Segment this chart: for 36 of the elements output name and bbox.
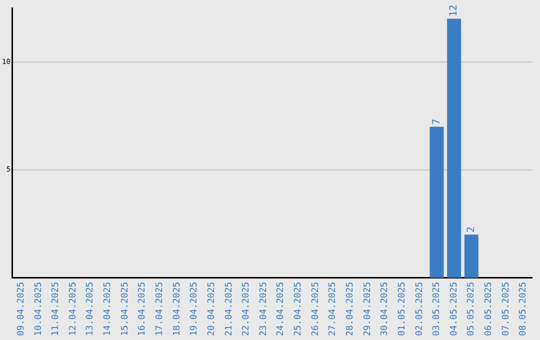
x-tick-label: 26.04.2025 <box>310 282 321 336</box>
x-tick-label: 07.05.2025 <box>501 282 512 336</box>
bar <box>447 18 462 278</box>
x-tick-label: 25.04.2025 <box>294 282 304 336</box>
data-label: 2 <box>466 226 477 233</box>
x-tick-label: 14.04.2025 <box>103 282 114 336</box>
bar <box>464 234 478 278</box>
x-tick-label: 12.04.2025 <box>68 282 78 336</box>
x-tick-label: 03.05.2025 <box>432 282 442 336</box>
x-tick-label: 23.04.2025 <box>258 282 269 336</box>
x-tick-label: 18.04.2025 <box>172 282 182 336</box>
x-tick-label: 30.04.2025 <box>380 282 390 336</box>
x-tick-label: 06.05.2025 <box>484 282 494 336</box>
data-label: 7 <box>431 118 442 125</box>
x-tick-label: 28.04.2025 <box>345 282 356 336</box>
x-tick-label: 02.05.2025 <box>414 282 425 336</box>
x-tick-label: 27.04.2025 <box>328 282 338 336</box>
x-tick-label: 11.04.2025 <box>51 282 62 336</box>
x-tick-label: 21.04.2025 <box>224 282 234 336</box>
x-tick-label: 29.04.2025 <box>362 282 373 336</box>
x-tick-label: 05.05.2025 <box>466 282 477 336</box>
x-tick-label: 17.04.2025 <box>154 282 165 336</box>
x-tick-label: 16.04.2025 <box>138 282 148 336</box>
x-tick-label: 04.05.2025 <box>449 282 460 336</box>
x-tick-label: 08.05.2025 <box>518 282 529 336</box>
x-tick-label: 15.04.2025 <box>120 282 130 336</box>
bar <box>430 126 444 278</box>
data-label: 12 <box>448 4 460 17</box>
x-tick-label: 09.04.2025 <box>16 282 26 336</box>
x-tick-label: 10.04.2025 <box>34 282 44 336</box>
x-tick-label: 24.04.2025 <box>276 282 286 336</box>
x-tick-label: 22.04.2025 <box>242 282 252 336</box>
x-tick-label: 19.04.2025 <box>190 282 200 336</box>
x-tick-label: 01.05.2025 <box>397 282 408 336</box>
x-tick-label: 20.04.2025 <box>206 282 217 336</box>
x-tick-label: 13.04.2025 <box>86 282 96 336</box>
